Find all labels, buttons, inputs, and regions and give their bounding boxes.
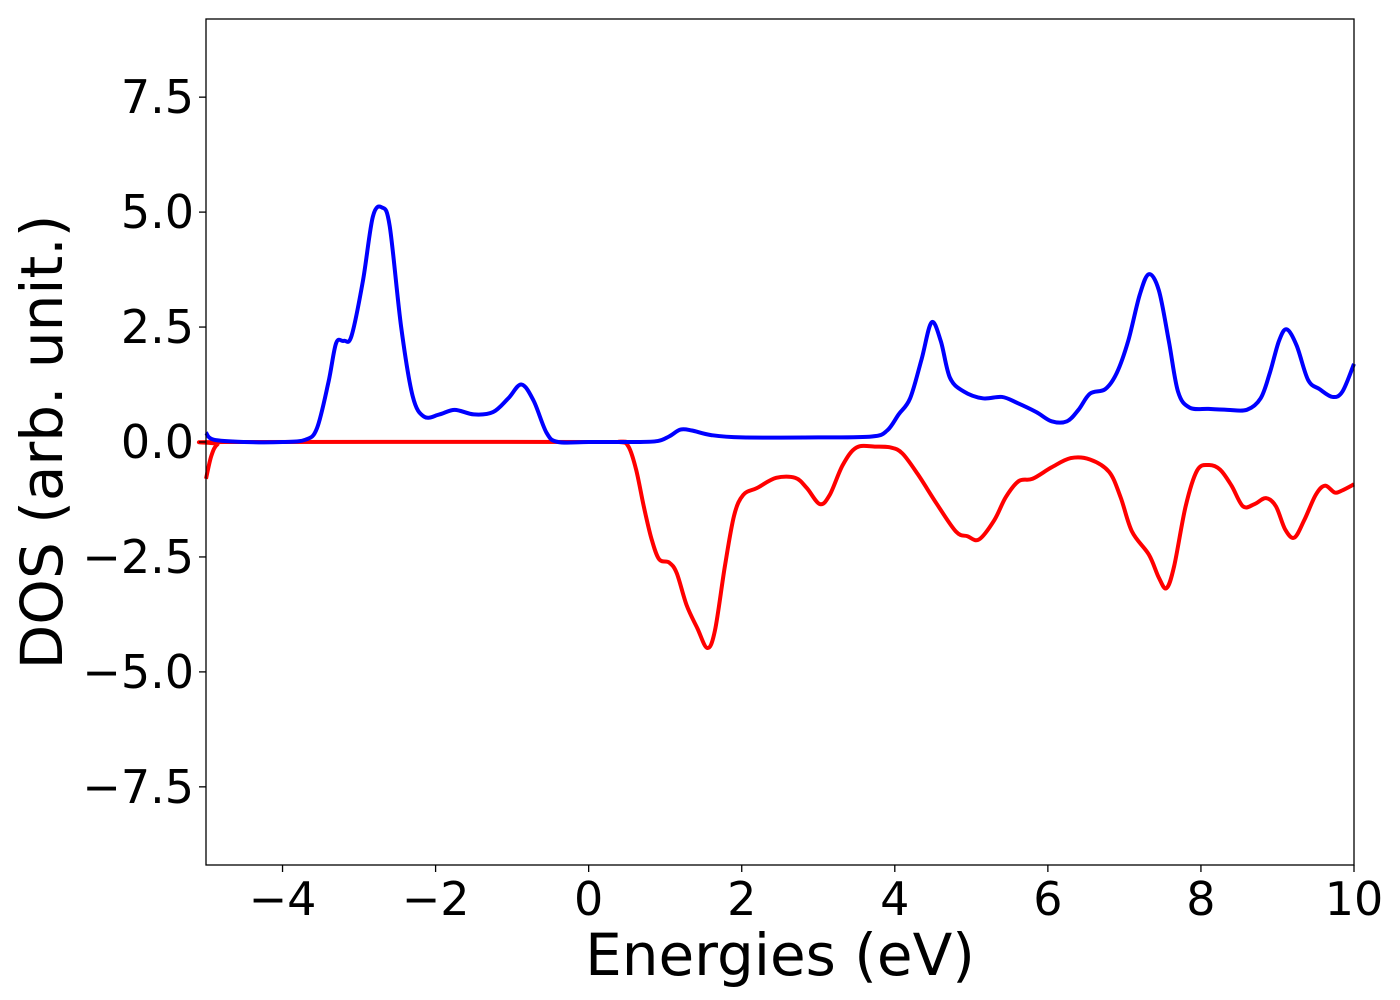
y-tick-label: −2.5	[82, 530, 194, 584]
x-axis-label: Energies (eV)	[585, 921, 975, 989]
x-tick-label: −2	[402, 872, 470, 926]
x-tick-label: 4	[880, 872, 909, 926]
x-tick-label: 8	[1186, 872, 1215, 926]
y-tick-label: 5.0	[121, 185, 194, 239]
y-tick-label: 2.5	[121, 300, 194, 354]
y-tick-label: 7.5	[121, 70, 194, 124]
y-tick-label: −7.5	[82, 760, 194, 814]
x-tick-label: −4	[249, 872, 317, 926]
y-tick-label: −5.0	[82, 645, 194, 699]
series-line-spin-down	[196, 439, 1355, 650]
tick-layer: −4 −2 0 2 4 6 8 10 −7.5 −5.0 −2.5 0.0 2.5 5.0 7.5	[82, 70, 1383, 926]
x-tick-label: 6	[1033, 872, 1062, 926]
y-axis-label: DOS (arb. unit.)	[8, 215, 76, 670]
x-tick-label: 0	[574, 872, 603, 926]
series-line-spin-up	[204, 204, 1356, 445]
series-layer	[196, 204, 1356, 650]
x-tick-label: 10	[1325, 872, 1384, 926]
plot-frame	[205, 18, 1355, 866]
x-tick-label: 2	[727, 872, 756, 926]
y-tick-label: 0.0	[121, 415, 194, 469]
